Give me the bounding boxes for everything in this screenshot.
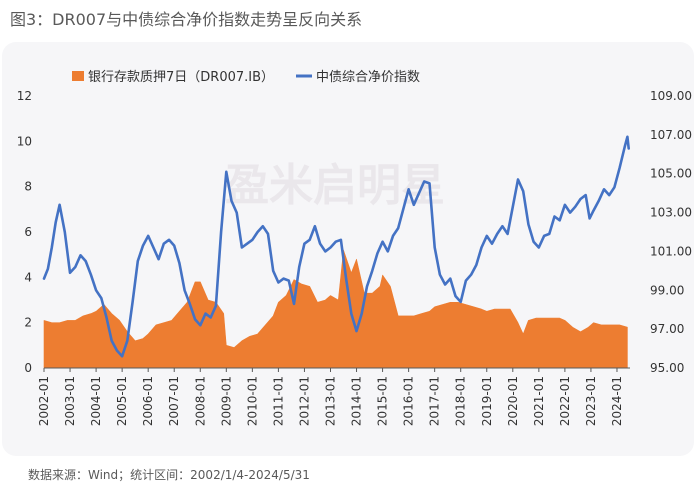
right-axis-tick-label: 97.00 <box>650 322 684 336</box>
legend-bar-swatch <box>72 71 84 81</box>
x-axis-tick-label: 2019-01 <box>480 376 494 426</box>
left-axis-tick-label: 12 <box>17 89 32 103</box>
x-axis-tick-label: 2009-01 <box>219 376 233 426</box>
x-axis-tick-label: 2021-01 <box>532 376 546 426</box>
x-axis-tick-label: 2013-01 <box>323 376 337 426</box>
x-axis-tick-label: 2008-01 <box>193 376 207 426</box>
right-axis-tick-label: 103.00 <box>650 206 692 220</box>
x-axis-tick-label: 2006-01 <box>141 376 155 426</box>
right-axis-ticks: 95.00 97.00 99.00 101.00 103.00 105.00 107.00 1… <box>650 89 692 375</box>
x-axis-tick-label: 2023-01 <box>584 376 598 426</box>
x-axis-tick-label: 2024-01 <box>610 376 624 426</box>
left-axis-tick-label: 4 <box>24 270 32 284</box>
figure-title: 图3：DR007与中债综合净价指数走势呈反向关系 <box>10 10 363 29</box>
x-axis-tick-label: 2014-01 <box>350 376 364 426</box>
x-axis-tick-label: 2020-01 <box>506 376 520 426</box>
x-axis-tick-label: 2011-01 <box>271 376 285 426</box>
x-axis-tick-label: 2015-01 <box>376 376 390 426</box>
right-axis-tick-label: 101.00 <box>650 244 692 258</box>
right-axis-tick-label: 109.00 <box>650 89 692 103</box>
x-axis: 2002-01 2003-01 2004-01 2005-01 2006-01 2007-… <box>37 367 630 426</box>
left-axis-tick-label: 10 <box>17 134 32 148</box>
legend-bar-label: 银行存款质押7日（DR007.IB） <box>88 70 274 85</box>
x-axis-tick-label: 2007-01 <box>167 376 181 426</box>
left-axis-tick-label: 2 <box>24 316 32 330</box>
x-axis-tick-label: 2012-01 <box>297 376 311 426</box>
chart-panel <box>2 42 694 456</box>
right-axis-tick-label: 107.00 <box>650 128 692 142</box>
bond-index-line-layer <box>42 135 630 358</box>
x-axis-tick-label: 2018-01 <box>454 376 468 426</box>
x-axis-tick-label: 2005-01 <box>115 376 129 426</box>
legend-line-label: 中债综合净价指数 <box>316 70 420 85</box>
bond-index-line <box>42 135 630 358</box>
left-axis-tick-label: 6 <box>24 225 32 239</box>
left-axis-ticks: 0 2 4 6 8 10 12 <box>17 89 32 375</box>
x-axis-tick-label: 2016-01 <box>402 376 416 426</box>
left-axis-tick-label: 8 <box>24 180 32 194</box>
left-axis-tick-label: 0 <box>24 361 32 375</box>
x-axis-tick-label: 2004-01 <box>89 376 103 426</box>
x-axis-tick-label: 2017-01 <box>428 376 442 426</box>
x-axis-tick-label: 2010-01 <box>245 376 259 426</box>
x-axis-tick-label: 2003-01 <box>63 376 77 426</box>
right-axis-tick-label: 99.00 <box>650 283 684 297</box>
watermark-text: 盈米启明星 <box>225 160 445 211</box>
right-axis-tick-label: 95.00 <box>650 361 684 375</box>
x-axis-tick-label: 2002-01 <box>37 376 51 426</box>
legend: 银行存款质押7日（DR007.IB） 中债综合净价指数 <box>72 70 420 85</box>
right-axis-tick-label: 105.00 <box>650 167 692 181</box>
source-note: 数据来源：Wind；统计区间：2002/1/4-2024/5/31 <box>28 468 310 482</box>
x-axis-tick-label: 2022-01 <box>558 376 572 426</box>
